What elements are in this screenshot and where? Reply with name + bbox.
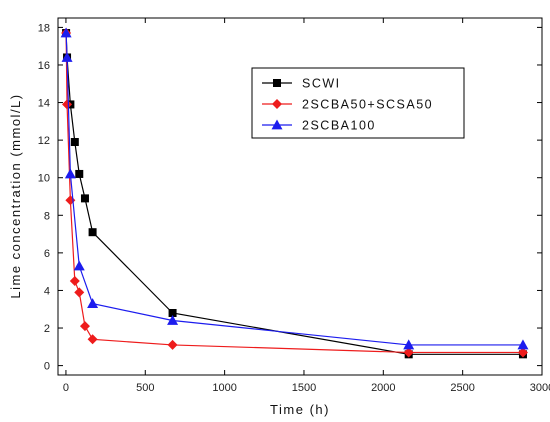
y-tick-label: 8 [44,210,50,222]
series-layer [60,27,529,359]
data-point [517,339,529,350]
legend-marker [272,99,282,109]
data-point [88,228,97,237]
series-line [65,33,523,346]
data-point [87,334,98,345]
y-tick-label: 10 [38,173,50,185]
legend-marker [273,79,281,87]
x-tick-label: 2500 [450,382,474,394]
y-tick-label: 14 [38,98,50,110]
data-point [75,169,84,178]
x-tick-label: 1500 [292,382,316,394]
legend-item: 2SCBA100 [262,119,376,133]
legend-label: 2SCBA100 [302,119,376,133]
data-point [517,347,528,358]
data-point [61,51,73,62]
y-tick-label: 18 [38,22,50,34]
data-point [74,287,85,298]
legend-item: 2SCBA50+SCSA50 [262,98,433,112]
x-tick-label: 1000 [212,382,236,394]
x-tick-label: 2000 [371,382,395,394]
y-tick-label: 16 [38,60,50,72]
x-tick-label: 500 [136,382,154,394]
legend-box [251,67,465,139]
data-point [80,194,89,203]
data-point [69,276,80,287]
y-tick-label: 6 [44,248,50,260]
data-point [79,321,90,332]
data-point [70,138,79,147]
data-point [73,260,85,271]
series-line [65,33,523,355]
data-point [167,339,178,350]
plot-frame [57,17,543,376]
legend-item: SCWI [262,77,341,91]
data-point [168,308,177,317]
y-tick-label: 2 [44,323,50,335]
x-axis-title: Time (h) [270,402,330,417]
x-tick-label: 0 [63,382,69,394]
y-axis-title: Lime concentration (mmol/L) [8,93,23,298]
series-2 [60,27,529,350]
legend-label: 2SCBA50+SCSA50 [302,98,433,112]
data-point [64,168,76,179]
y-tick-label: 0 [44,361,50,373]
legend-label: SCWI [302,77,341,91]
data-point [167,315,179,325]
data-point [87,298,99,308]
legend: SCWI 2SCBA50+SCSA50 2SCBA100 [251,67,465,139]
data-point [403,347,414,358]
y-tick-label: 12 [38,135,50,147]
data-point [60,27,72,38]
data-point [403,339,415,350]
data-point [65,195,76,206]
data-point [62,99,73,110]
y-tick-label: 4 [44,285,50,297]
series-line [65,33,523,354]
legend-marker [271,119,283,130]
